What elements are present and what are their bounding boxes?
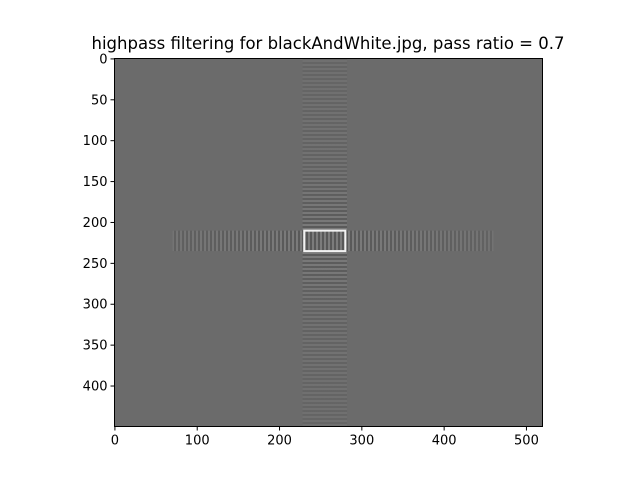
image-area xyxy=(114,58,543,427)
y-tick-label: 250 xyxy=(83,257,108,272)
y-tick-label: 400 xyxy=(83,380,108,395)
rectangle-edge-highlight xyxy=(303,229,347,253)
y-tick-label: 300 xyxy=(83,298,108,313)
x-tick-label: 500 xyxy=(514,434,539,449)
x-tick-label: 200 xyxy=(267,434,292,449)
chart-title: highpass filtering for blackAndWhite.jpg… xyxy=(92,34,565,53)
x-tick-label: 0 xyxy=(111,434,119,449)
x-tick-label: 400 xyxy=(432,434,457,449)
x-axis: 0 100 200 300 400 500 xyxy=(111,426,539,449)
y-tick-label: 0 xyxy=(99,52,107,67)
x-tick-label: 300 xyxy=(349,434,374,449)
central-bright-rectangle xyxy=(304,230,346,252)
y-tick-label: 150 xyxy=(83,175,108,190)
plot-frame xyxy=(114,58,543,427)
y-tick-label: 50 xyxy=(91,93,108,108)
y-axis: 0 50 100 150 200 250 300 350 400 xyxy=(83,52,115,395)
x-tick-label: 100 xyxy=(185,434,210,449)
y-tick-label: 350 xyxy=(83,339,108,354)
y-tick-label: 200 xyxy=(83,216,108,231)
y-tick-label: 100 xyxy=(83,134,108,149)
